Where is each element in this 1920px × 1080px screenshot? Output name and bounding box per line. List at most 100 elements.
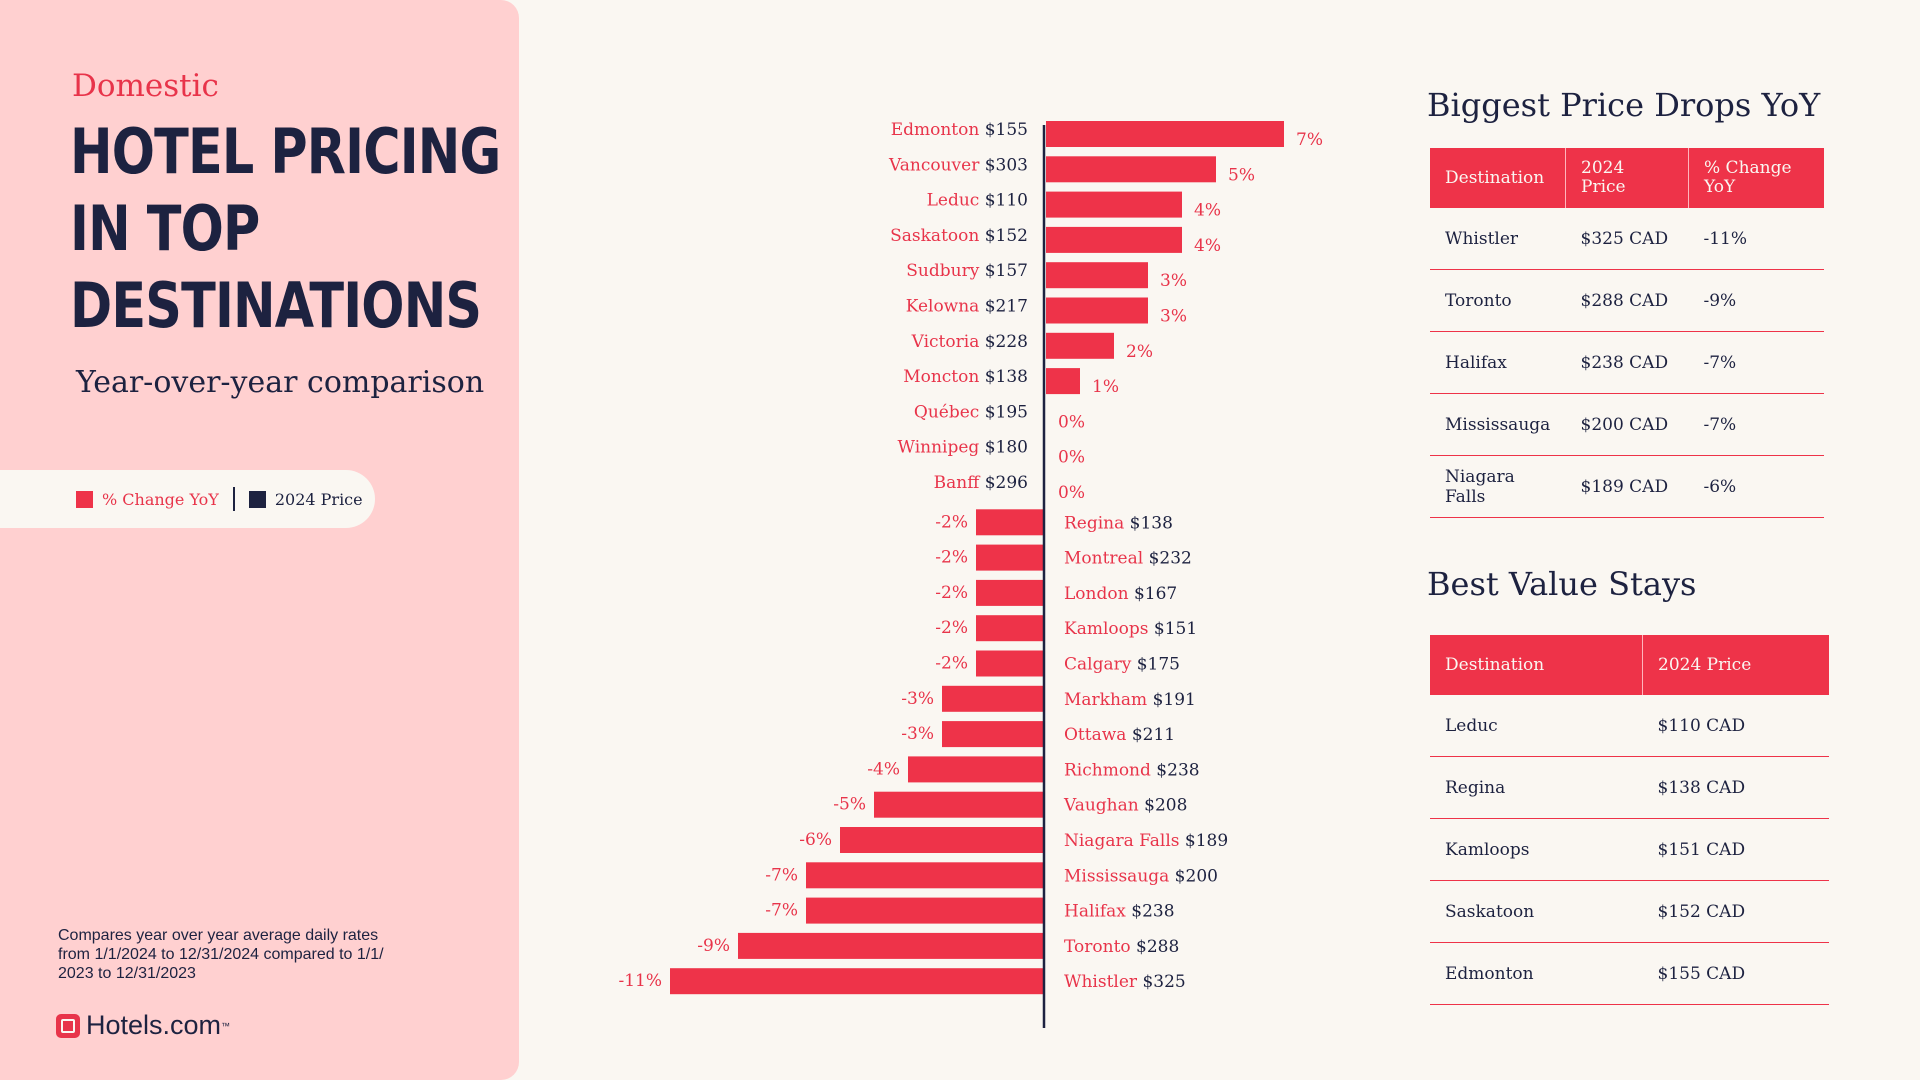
- data-label-pct: 5%: [1228, 165, 1255, 185]
- legend-item-pct: % Change YoY: [76, 490, 219, 509]
- legend-swatch-price: [248, 490, 266, 508]
- city-price: $325: [1137, 972, 1186, 992]
- city-name: Leduc: [927, 191, 980, 211]
- table-cell: $155 CAD: [1642, 942, 1829, 1005]
- city-price: $152: [979, 226, 1028, 246]
- bar-niagara-falls: [840, 827, 1044, 853]
- bar-saskatoon: [1046, 226, 1182, 253]
- table-cell: Niagara Falls: [1430, 455, 1566, 518]
- table-row: Regina $138 CAD: [1430, 756, 1829, 819]
- city-name: Banff: [934, 473, 982, 493]
- city-name: Kelowna: [906, 297, 980, 317]
- data-label-pct: 7%: [1296, 130, 1323, 150]
- table-cell: Kamloops: [1430, 818, 1643, 881]
- table-cell: Regina: [1430, 756, 1643, 819]
- city-name: Vaughan: [1063, 796, 1139, 816]
- city-price: $157: [979, 261, 1028, 281]
- data-label-pct: -9%: [697, 936, 730, 956]
- bar-leduc: [1046, 191, 1182, 218]
- bar-vaughan: [874, 791, 1044, 818]
- city-name: Kamloops: [1064, 619, 1148, 639]
- city-price: $189: [1180, 831, 1229, 851]
- category-label: Sudbury $157: [906, 261, 1028, 281]
- city-price: $232: [1143, 549, 1192, 569]
- data-label-pct: -2%: [935, 512, 968, 532]
- legend-divider: [232, 487, 235, 511]
- category-label: Whistler $325: [1064, 972, 1186, 992]
- city-price: $200: [1169, 866, 1218, 886]
- table-row: Niagara Falls $189 CAD -6%: [1430, 455, 1824, 518]
- title-line: HOTEL PRICING: [70, 115, 501, 188]
- table-cell: Edmonton: [1430, 942, 1643, 1005]
- city-price: $138: [1124, 513, 1173, 533]
- category-label: Calgary $175: [1064, 655, 1180, 675]
- category-label: Vaughan $208: [1063, 796, 1187, 816]
- table-row: Saskatoon $152 CAD: [1430, 880, 1829, 943]
- table-row: Whistler $325 CAD -11%: [1430, 208, 1824, 270]
- table-cell: $151 CAD: [1642, 818, 1829, 881]
- page-title: HOTEL PRICING IN TOP DESTINATIONS: [70, 113, 501, 344]
- table-row: Halifax $238 CAD -7%: [1430, 331, 1824, 394]
- category-label: Saskatoon $152: [890, 226, 1028, 246]
- table-cell: Halifax: [1430, 331, 1566, 394]
- bar-whistler: [670, 968, 1044, 995]
- city-name: Montreal: [1064, 549, 1143, 569]
- chart-legend: % Change YoY 2024 Price: [0, 470, 375, 528]
- data-label-pct: 0%: [1058, 483, 1085, 503]
- table-cell: -7%: [1688, 331, 1824, 394]
- bar-london: [976, 579, 1044, 606]
- data-label-pct: -4%: [867, 759, 900, 779]
- left-panel: Domestic HOTEL PRICING IN TOP DESTINATIO…: [0, 0, 519, 1080]
- hotels-logo-icon: [56, 1013, 80, 1038]
- city-name: Sudbury: [906, 261, 979, 281]
- city-name: Mississauga: [1064, 866, 1169, 886]
- city-name: Toronto: [1064, 937, 1131, 957]
- category-label: Vancouver $303: [888, 155, 1028, 175]
- category-label: Montreal $232: [1064, 549, 1192, 569]
- data-label-pct: -7%: [765, 901, 798, 921]
- table-row: Edmonton $155 CAD: [1430, 942, 1829, 1005]
- table-row: Mississauga $200 CAD -7%: [1430, 393, 1824, 456]
- city-name: Richmond: [1064, 760, 1151, 780]
- category-label: Moncton $138: [903, 367, 1028, 387]
- data-label-pct: 3%: [1160, 307, 1187, 327]
- category-label: Kamloops $151: [1064, 619, 1197, 639]
- category-label: Québec $195: [914, 402, 1028, 422]
- bar-calgary: [976, 650, 1044, 677]
- city-name: Saskatoon: [890, 226, 979, 246]
- category-label: Winnipeg $180: [898, 438, 1028, 458]
- city-name: Markham: [1064, 690, 1147, 710]
- city-price: $167: [1129, 584, 1178, 604]
- page-subtitle: Year-over-year comparison: [76, 365, 485, 400]
- table-row: Toronto $288 CAD -9%: [1430, 269, 1824, 332]
- table-cell: $110 CAD: [1642, 695, 1829, 757]
- data-label-pct: 0%: [1058, 412, 1085, 432]
- table-cell: $325 CAD: [1565, 208, 1689, 270]
- legend-label-pct: % Change YoY: [102, 489, 219, 509]
- city-name: Calgary: [1064, 655, 1132, 675]
- city-price: $138: [979, 367, 1028, 387]
- brand-name: Hotels.com: [86, 1010, 222, 1040]
- legend-swatch-pct: [76, 490, 93, 508]
- column-header: 2024 Price: [1565, 148, 1689, 208]
- city-price: $217: [979, 297, 1028, 317]
- data-label-pct: -2%: [935, 618, 968, 638]
- data-label-pct: 0%: [1058, 448, 1085, 468]
- city-price: $208: [1139, 796, 1188, 816]
- eyebrow-label: Domestic: [72, 68, 219, 104]
- table-cell: -7%: [1688, 393, 1824, 456]
- city-name: Ottawa: [1064, 725, 1126, 745]
- city-price: $238: [1126, 902, 1175, 922]
- bar-vancouver: [1046, 156, 1216, 183]
- data-label-pct: -2%: [935, 654, 968, 674]
- data-label-pct: 2%: [1126, 342, 1153, 362]
- category-label: Toronto $288: [1064, 937, 1179, 957]
- data-label-pct: -6%: [799, 830, 832, 850]
- table-cell: -9%: [1688, 269, 1824, 332]
- data-label-pct: 4%: [1194, 201, 1221, 221]
- data-label-pct: -2%: [935, 548, 968, 568]
- table-row: Leduc $110 CAD: [1430, 695, 1829, 757]
- category-label: Ottawa $211: [1064, 725, 1175, 745]
- table-row: Kamloops $151 CAD: [1430, 818, 1829, 881]
- bar-montreal: [976, 544, 1044, 571]
